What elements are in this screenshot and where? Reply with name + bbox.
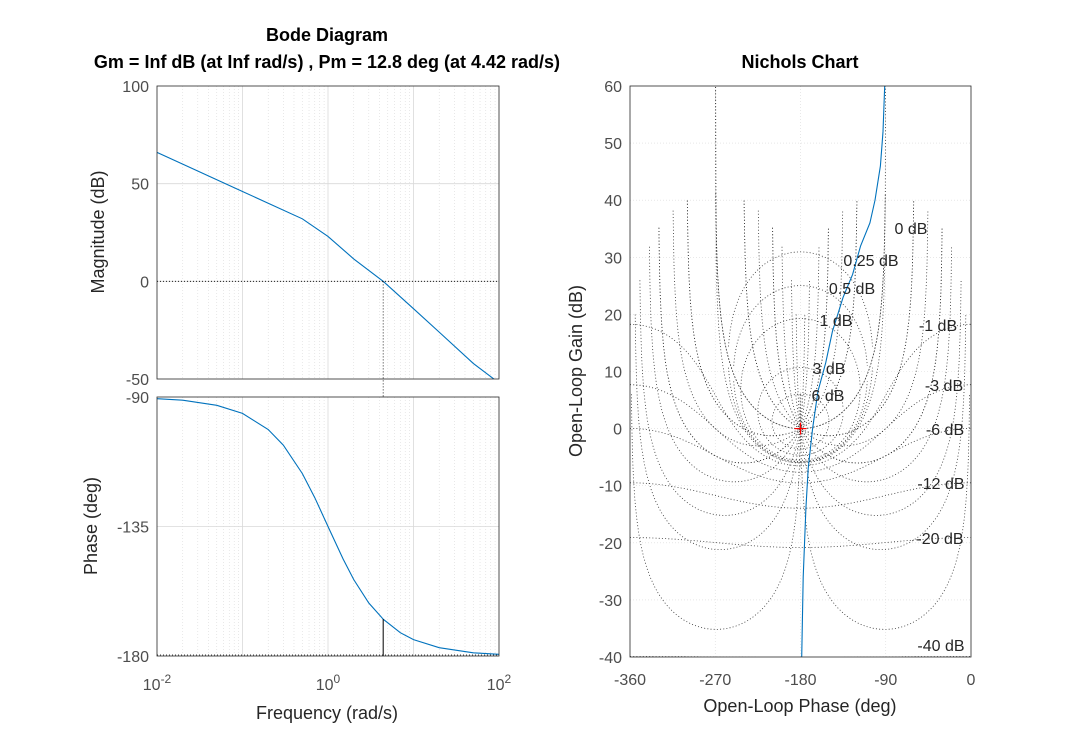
xtick-label: -270 [699, 672, 731, 689]
bode-subtitle: Gm = Inf dB (at Inf rad/s) , Pm = 12.8 d… [94, 52, 560, 72]
nichols-xtick-labels: -360 -270 -180 -90 0 [614, 672, 976, 689]
contour-phase [791, 280, 962, 516]
nichols-series [801, 86, 886, 657]
contour-magnitude [728, 251, 873, 347]
nichols-xlabel: Open-Loop Phase (deg) [703, 696, 896, 716]
nichols-axes-box [629, 85, 972, 658]
contour-magnitude [757, 367, 844, 409]
contour-magnitude [733, 381, 868, 462]
phase-axes-box [156, 396, 500, 657]
contour-phase [634, 314, 806, 550]
contour-phase [639, 280, 810, 516]
magnitude-ytick-labels: 100 50 0 -50 [122, 79, 149, 389]
contour-label: -12 dB [917, 476, 964, 493]
nichols-contour-labels: 0 dB 0.25 dB 0.5 dB 1 dB -1 dB 3 dB 6 dB -3 dB -… [812, 221, 965, 655]
contour-label: -1 dB [919, 318, 957, 335]
bode-xtick-labels: 10-2 100 102 [143, 672, 512, 694]
ytick-label: 10 [604, 365, 622, 382]
phase-series [156, 398, 500, 655]
ytick-label: -20 [599, 536, 622, 553]
xtick-label: 10-2 [143, 672, 172, 694]
contour-phase [715, 86, 886, 429]
phase-ytick-labels: -90 -135 -180 [117, 390, 149, 666]
contour-label: 3 dB [813, 361, 846, 378]
ytick-label: 50 [604, 136, 622, 153]
ytick-label: -50 [126, 372, 149, 389]
bode-title: Bode Diagram [266, 25, 388, 45]
ytick-label: 40 [604, 193, 622, 210]
contour-label: 1 dB [820, 313, 853, 330]
magnitude-series [157, 151, 495, 379]
xtick-label: 0 [967, 672, 976, 689]
xtick-label: 102 [487, 672, 512, 694]
contour-magnitude [630, 323, 971, 467]
contour-label: -40 dB [917, 638, 964, 655]
magnitude-ylabel: Magnitude (dB) [88, 170, 108, 293]
magnitude-grid [157, 86, 499, 379]
ytick-label: 0 [613, 422, 622, 439]
phase-ylabel: Phase (deg) [81, 477, 101, 575]
contour-phase [686, 200, 858, 437]
ytick-label: 60 [604, 79, 622, 96]
magnitude-panel: 100 50 0 -50 Magnitude (dB) [88, 79, 500, 656]
contour-magnitude [728, 367, 873, 463]
ytick-label: 0 [140, 274, 149, 291]
contour-magnitude [771, 393, 830, 420]
ytick-label: 30 [604, 250, 622, 267]
contour-label: 0.5 dB [829, 281, 875, 298]
phase-panel: -90 -135 -180 Phase (deg) [81, 390, 500, 666]
contour-label: 0 dB [895, 221, 928, 238]
nichols-ylabel: Open-Loop Gain (dB) [566, 285, 586, 457]
contour-magnitude [733, 285, 868, 366]
ytick-label: -90 [126, 390, 149, 407]
ytick-label: -135 [117, 520, 149, 537]
nichols-title: Nichols Chart [741, 52, 858, 72]
contour-phase [795, 314, 967, 550]
xtick-label: 100 [316, 672, 341, 694]
contour-magnitude [630, 384, 971, 473]
contour-label: -6 dB [926, 422, 964, 439]
bode-xlabel: Frequency (rad/s) [256, 703, 398, 723]
contour-label: 6 dB [812, 388, 845, 405]
ytick-label: -180 [117, 649, 149, 666]
contour-phase [757, 210, 929, 447]
contour-phase [715, 86, 886, 429]
contour-label: -20 dB [916, 531, 963, 548]
contour-phase [658, 227, 829, 464]
contour-phase [799, 394, 970, 630]
ytick-label: -30 [599, 593, 622, 610]
ytick-label: 100 [122, 79, 149, 96]
critical-point-marker [794, 422, 807, 435]
xtick-label: -360 [614, 672, 646, 689]
contour-phase [649, 246, 820, 483]
phase-line [156, 398, 500, 655]
nichols-curve [801, 86, 886, 657]
ytick-label: -10 [599, 479, 622, 496]
ytick-label: -40 [599, 650, 622, 667]
contour-magnitude [630, 428, 971, 484]
nichols-panel: 0 dB 0.25 dB 0.5 dB 1 dB -1 dB 3 dB 6 dB -3 dB -… [566, 79, 976, 716]
magnitude-axes-box [156, 85, 500, 380]
nichols-grid [630, 86, 971, 657]
contour-label: 0.25 dB [843, 253, 898, 270]
contour-magnitude [771, 423, 830, 450]
xtick-label: -180 [784, 672, 816, 689]
phase-grid [157, 397, 499, 656]
contour-phase [743, 200, 915, 437]
contour-phase [672, 210, 844, 447]
ytick-label: 20 [604, 307, 622, 324]
xtick-label: -90 [874, 672, 897, 689]
nichols-ytick-labels: 60 50 40 30 20 10 0 -10 -20 -30 -40 [599, 79, 622, 667]
magnitude-line [157, 151, 495, 379]
contour-label: -3 dB [925, 378, 963, 395]
ytick-label: 50 [131, 177, 149, 194]
contour-phase [631, 394, 802, 630]
contour-magnitude [630, 482, 971, 509]
phase-margin-markers [157, 619, 499, 656]
